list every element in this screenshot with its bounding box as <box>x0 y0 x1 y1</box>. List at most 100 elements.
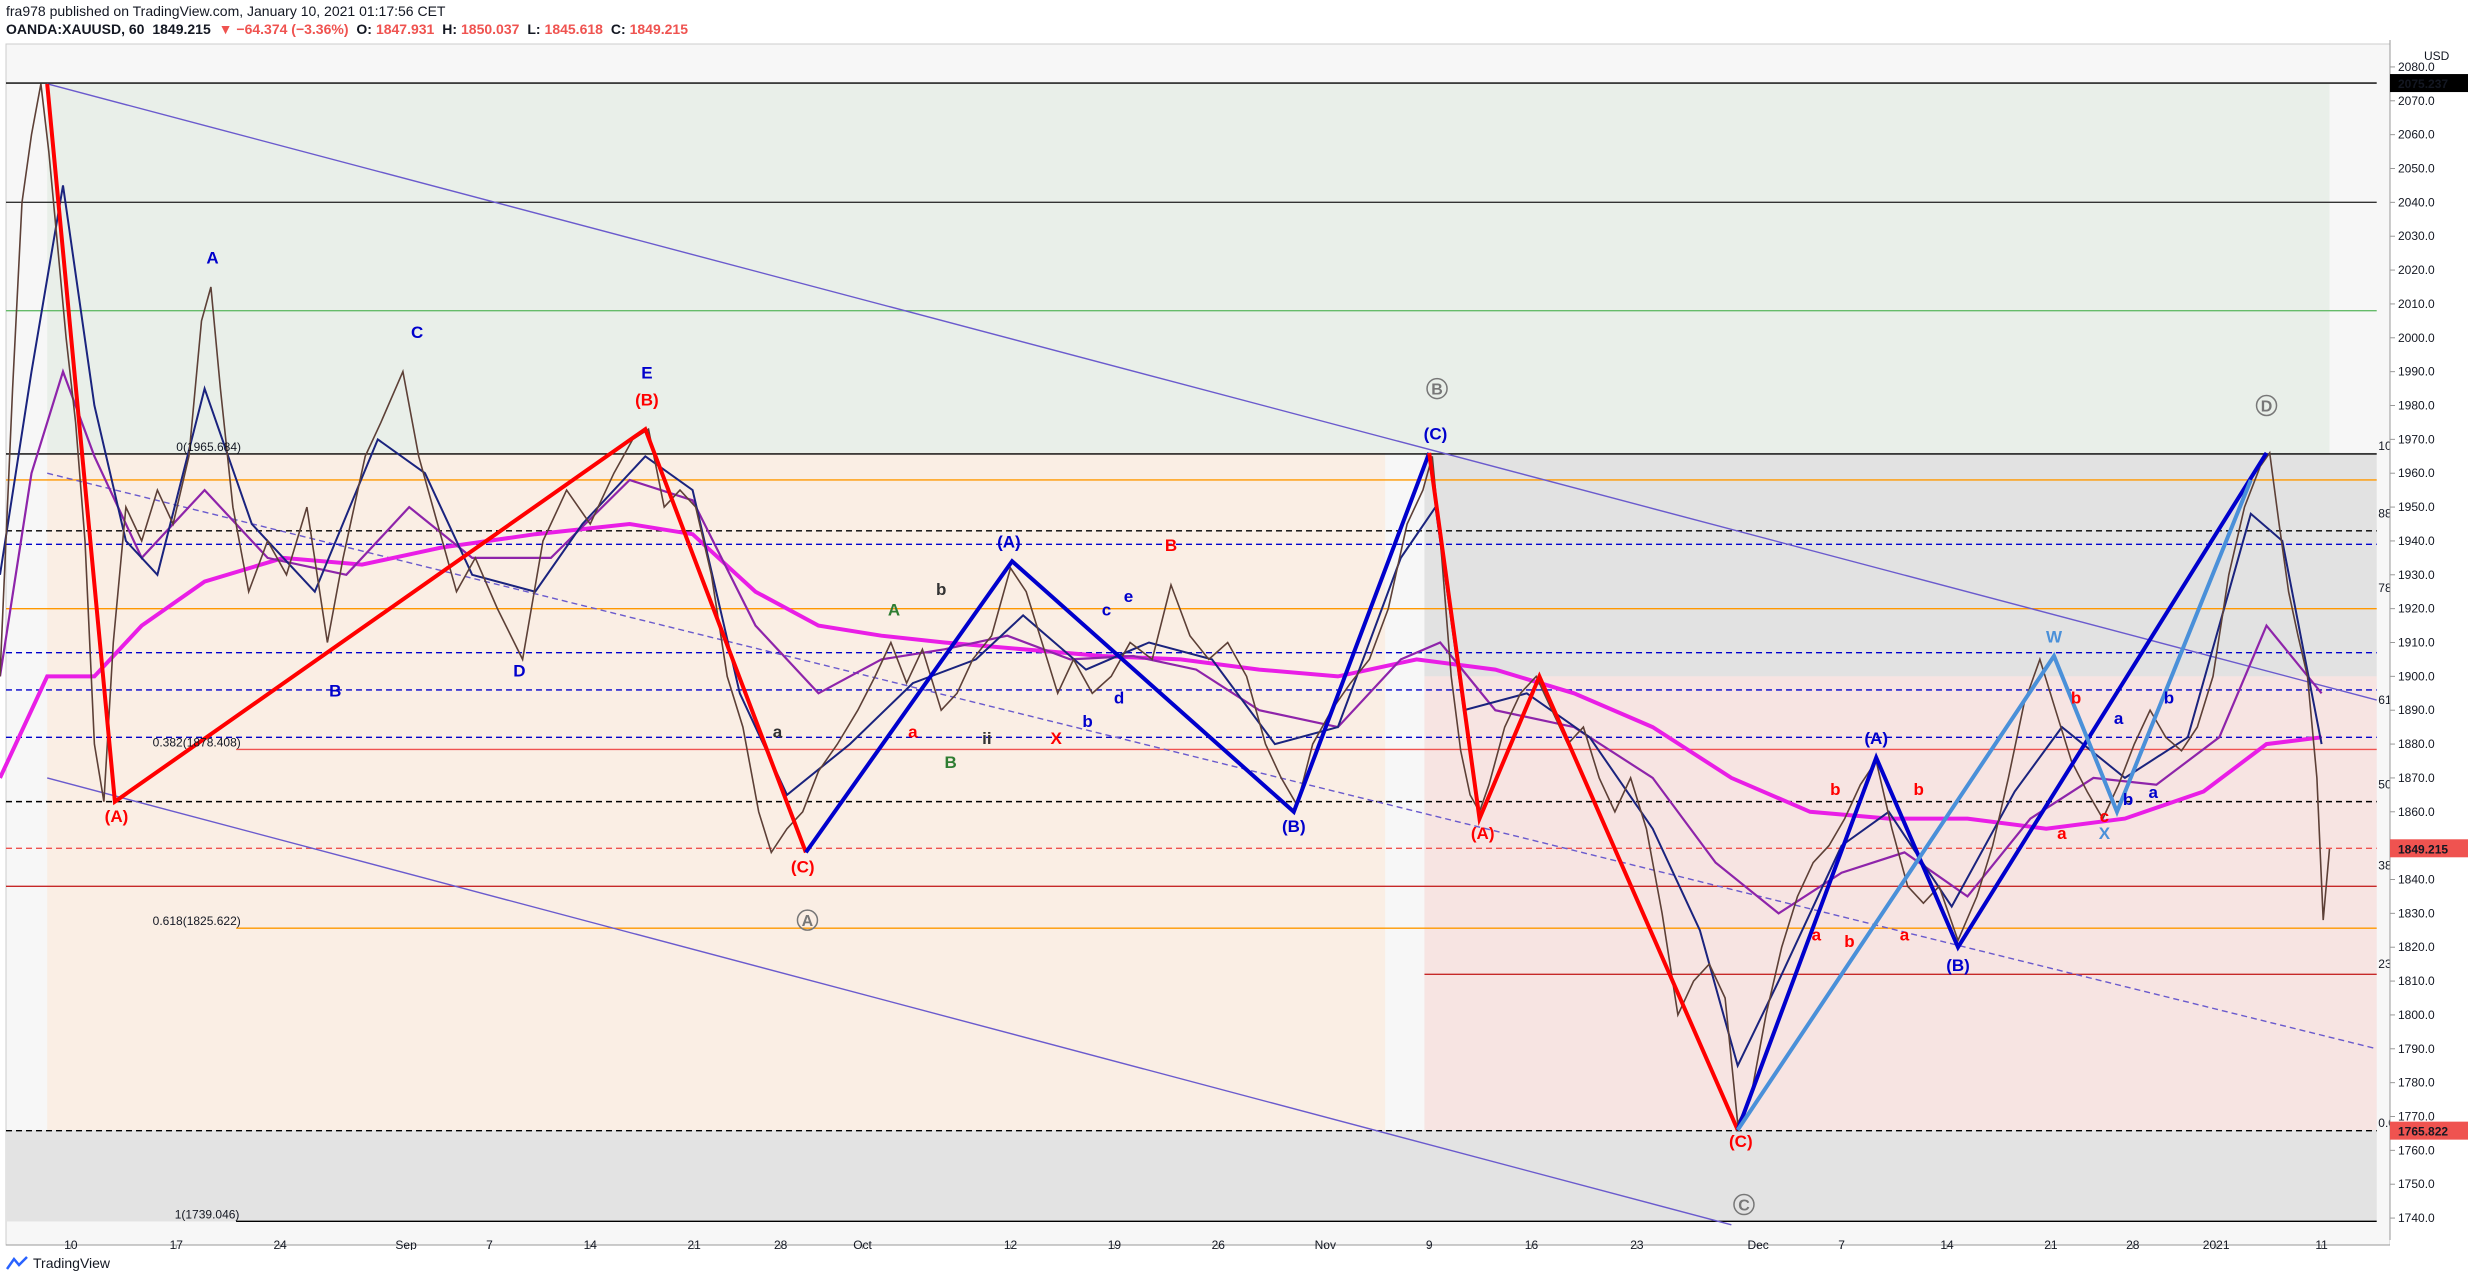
y-tick-label-21: 1950.0 <box>2398 500 2435 514</box>
wave-label-30: b <box>2071 688 2081 707</box>
y-tick-label-14: 1880.0 <box>2398 737 2435 751</box>
fib-label-3: 1(1739.046) <box>175 1207 240 1221</box>
y-tick-label-12: 1860.0 <box>2398 805 2435 819</box>
wave-label-3: C <box>411 323 423 342</box>
wave-label-1: A <box>206 248 218 267</box>
symbol-name: OANDA:XAUUSD, 60 <box>6 21 145 37</box>
y-tick-label-5: 1790.0 <box>2398 1042 2435 1056</box>
chart-header: fra978 published on TradingView.com, Jan… <box>0 0 2468 40</box>
price-badge-0: 2075.237 <box>2398 77 2448 91</box>
wave-label-34: b <box>1830 780 1840 799</box>
price-badge-2: 1765.822 <box>2398 1125 2448 1139</box>
x-tick-label-0: 10 <box>64 1238 78 1250</box>
wave-label-20: (C) <box>1424 424 1448 443</box>
y-tick-label-16: 1900.0 <box>2398 669 2435 683</box>
close-value: 1849.215 <box>629 21 689 37</box>
x-tick-label-12: Nov <box>1315 1238 1336 1250</box>
price-badge-bg-2 <box>2390 1121 2468 1140</box>
y-tick-label-33: 2070.0 <box>2398 94 2435 108</box>
y-tick-label-13: 1870.0 <box>2398 771 2435 785</box>
x-tick-label-5: 14 <box>584 1238 598 1250</box>
circled-label-1: A <box>802 913 814 930</box>
x-tick-label-1: 17 <box>170 1238 184 1250</box>
wave-label-35: b <box>1913 780 1923 799</box>
wave-label-18: B <box>1165 536 1177 555</box>
wave-label-17: e <box>1124 587 1133 606</box>
tradingview-logo[interactable]: TradingView <box>6 1255 110 1271</box>
wave-label-36: a <box>2114 709 2124 728</box>
x-tick-label-22: 11 <box>2315 1238 2328 1250</box>
x-tick-label-6: 21 <box>687 1238 701 1250</box>
y-tick-label-20: 1940.0 <box>2398 534 2435 548</box>
wave-label-12: (A) <box>997 533 1021 552</box>
y-tick-label-26: 2000.0 <box>2398 331 2435 345</box>
wave-label-0: (A) <box>105 807 129 826</box>
wave-label-38: b <box>2123 790 2133 809</box>
price-badge-bg-0 <box>2390 74 2468 93</box>
currency-label: USD <box>2424 49 2450 63</box>
wave-label-31: a <box>1900 925 1910 944</box>
wave-label-5: E <box>641 363 652 382</box>
wave-line-2 <box>1427 452 1740 1131</box>
circled-ring-2 <box>1733 1193 1755 1216</box>
brand-name: TradingView <box>33 1255 111 1271</box>
tradingview-logo-icon <box>6 1256 28 1270</box>
x-tick-label-17: 7 <box>1838 1238 1845 1250</box>
x-tick-label-13: 9 <box>1426 1238 1433 1250</box>
y-tick-label-19: 1930.0 <box>2398 568 2435 582</box>
circled-label-2: C <box>1738 1198 1750 1215</box>
wave-label-27: a <box>773 722 783 741</box>
price-change: ▼ −64.374 (−3.36%) <box>218 21 349 37</box>
price-axis-bg <box>2390 40 2468 1250</box>
y-tick-label-0: 1740.0 <box>2398 1211 2435 1225</box>
wave-label-24: (B) <box>1946 956 1970 975</box>
x-tick-label-9: 12 <box>1004 1238 1018 1250</box>
y-tick-label-28: 2020.0 <box>2398 263 2435 277</box>
wave-label-6: (B) <box>635 391 659 410</box>
x-tick-label-16: Dec <box>1747 1238 1768 1250</box>
wave-label-23: (A) <box>1864 729 1888 748</box>
x-tick-label-20: 28 <box>2126 1238 2140 1250</box>
circled-ring-3 <box>2255 394 2278 417</box>
circled-label-3: D <box>2261 399 2273 416</box>
wave-label-11: ii <box>982 729 991 748</box>
y-tick-label-27: 2010.0 <box>2398 297 2435 311</box>
wave-label-39: c <box>2100 807 2109 826</box>
y-tick-label-34: 2080.0 <box>2398 60 2435 74</box>
y-tick-label-29: 2030.0 <box>2398 229 2435 243</box>
wave-line-4 <box>1736 479 2253 1132</box>
wave-line-1 <box>804 452 1432 854</box>
price-chart[interactable]: (A)ABCDE(B)(C)ABbii(A)XbdceB(B)(C)(A)(C)… <box>0 40 2468 1250</box>
x-tick-label-8: Oct <box>853 1238 872 1250</box>
x-tick-label-14: 16 <box>1525 1238 1539 1250</box>
x-tick-label-15: 23 <box>1630 1238 1644 1250</box>
y-tick-label-31: 2050.0 <box>2398 162 2435 176</box>
y-tick-label-7: 1810.0 <box>2398 974 2435 988</box>
wave-label-33: a <box>1812 925 1822 944</box>
wave-label-9: B <box>945 753 957 772</box>
wave-label-4: D <box>513 661 525 680</box>
y-tick-label-6: 1800.0 <box>2398 1008 2435 1022</box>
y-tick-label-9: 1830.0 <box>2398 906 2435 920</box>
zone-fib-left <box>47 452 1386 1131</box>
price-badge-1: 1849.215 <box>2398 842 2448 856</box>
ma-magenta-line <box>0 521 2322 831</box>
y-tick-label-15: 1890.0 <box>2398 703 2435 717</box>
last-price: 1849.215 <box>152 21 211 37</box>
price-badge-bg-1 <box>2390 839 2468 858</box>
wave-line-0 <box>45 83 808 854</box>
y-tick-label-32: 2060.0 <box>2398 128 2435 142</box>
open-label: O: <box>356 21 372 37</box>
circled-ring-0 <box>1426 377 1448 400</box>
zone-green-top <box>47 83 2330 453</box>
x-tick-label-4: 7 <box>486 1238 493 1250</box>
wave-label-14: b <box>1082 712 1092 731</box>
fib-label-0: 0(1965.684) <box>176 440 241 454</box>
wave-label-37: b <box>2164 688 2174 707</box>
y-tick-label-2: 1760.0 <box>2398 1143 2435 1157</box>
zone-bottom <box>6 1130 2377 1222</box>
y-tick-label-1: 1750.0 <box>2398 1177 2435 1191</box>
circled-ring-1 <box>796 909 819 931</box>
symbol-line: OANDA:XAUUSD, 60 1849.215 ▼ −64.374 (−3.… <box>6 20 692 39</box>
wave-label-22: (C) <box>1729 1132 1753 1151</box>
